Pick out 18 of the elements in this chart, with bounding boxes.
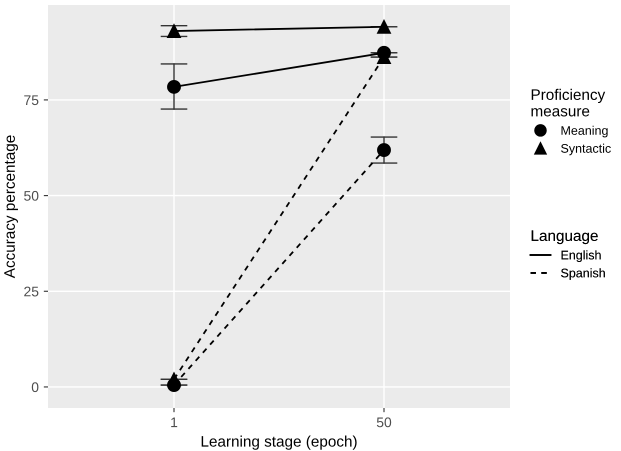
point: [167, 24, 181, 38]
point: [167, 80, 181, 94]
y-tick-label: 0: [32, 382, 38, 392]
point: [377, 20, 391, 34]
y-tick-label: 50: [24, 190, 38, 201]
x-tick-label: 1: [171, 418, 178, 428]
x-axis-title: Learning stage (epoch): [202, 436, 357, 450]
point: [377, 143, 391, 157]
legend-label: Spanish: [561, 268, 605, 280]
legend-label: English: [562, 250, 601, 262]
legend-label: Meaning: [562, 126, 608, 138]
text: Language: [532, 230, 598, 244]
legend-label: Syntactic: [561, 144, 611, 156]
point: [167, 372, 181, 386]
y-tick-label: 75: [24, 95, 38, 106]
text: Proficiency measure: [532, 88, 606, 116]
y-axis-title: Accuracy percentage: [4, 135, 18, 278]
y-tick-label: 25: [24, 286, 38, 296]
